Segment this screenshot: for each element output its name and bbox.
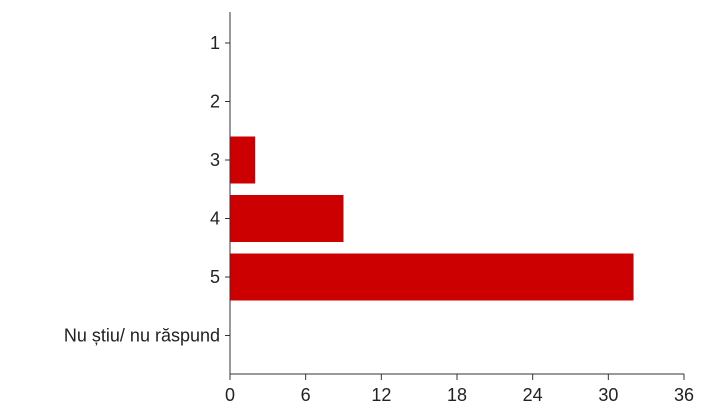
x-tick-label: 6 <box>301 385 311 405</box>
bar-4 <box>230 195 344 242</box>
category-label: 4 <box>210 209 220 229</box>
bars-group <box>230 136 634 301</box>
bar-5 <box>230 253 634 301</box>
category-label: Nu știu/ nu răspund <box>64 326 220 346</box>
category-label: 2 <box>210 92 220 112</box>
x-ticks-group: 0 6 12 18 24 30 36 <box>225 374 694 405</box>
y-ticks-group: 1 2 3 4 5 Nu știu/ nu răspund <box>64 33 230 346</box>
x-tick-label: 18 <box>447 385 467 405</box>
category-label: 1 <box>210 33 220 53</box>
x-tick-label: 24 <box>523 385 543 405</box>
x-tick-label: 36 <box>674 385 694 405</box>
x-tick-label: 12 <box>371 385 391 405</box>
x-tick-label: 0 <box>225 385 235 405</box>
category-label: 3 <box>210 150 220 170</box>
x-tick-label: 30 <box>598 385 618 405</box>
bar-3 <box>230 136 256 184</box>
category-label: 5 <box>210 267 220 287</box>
